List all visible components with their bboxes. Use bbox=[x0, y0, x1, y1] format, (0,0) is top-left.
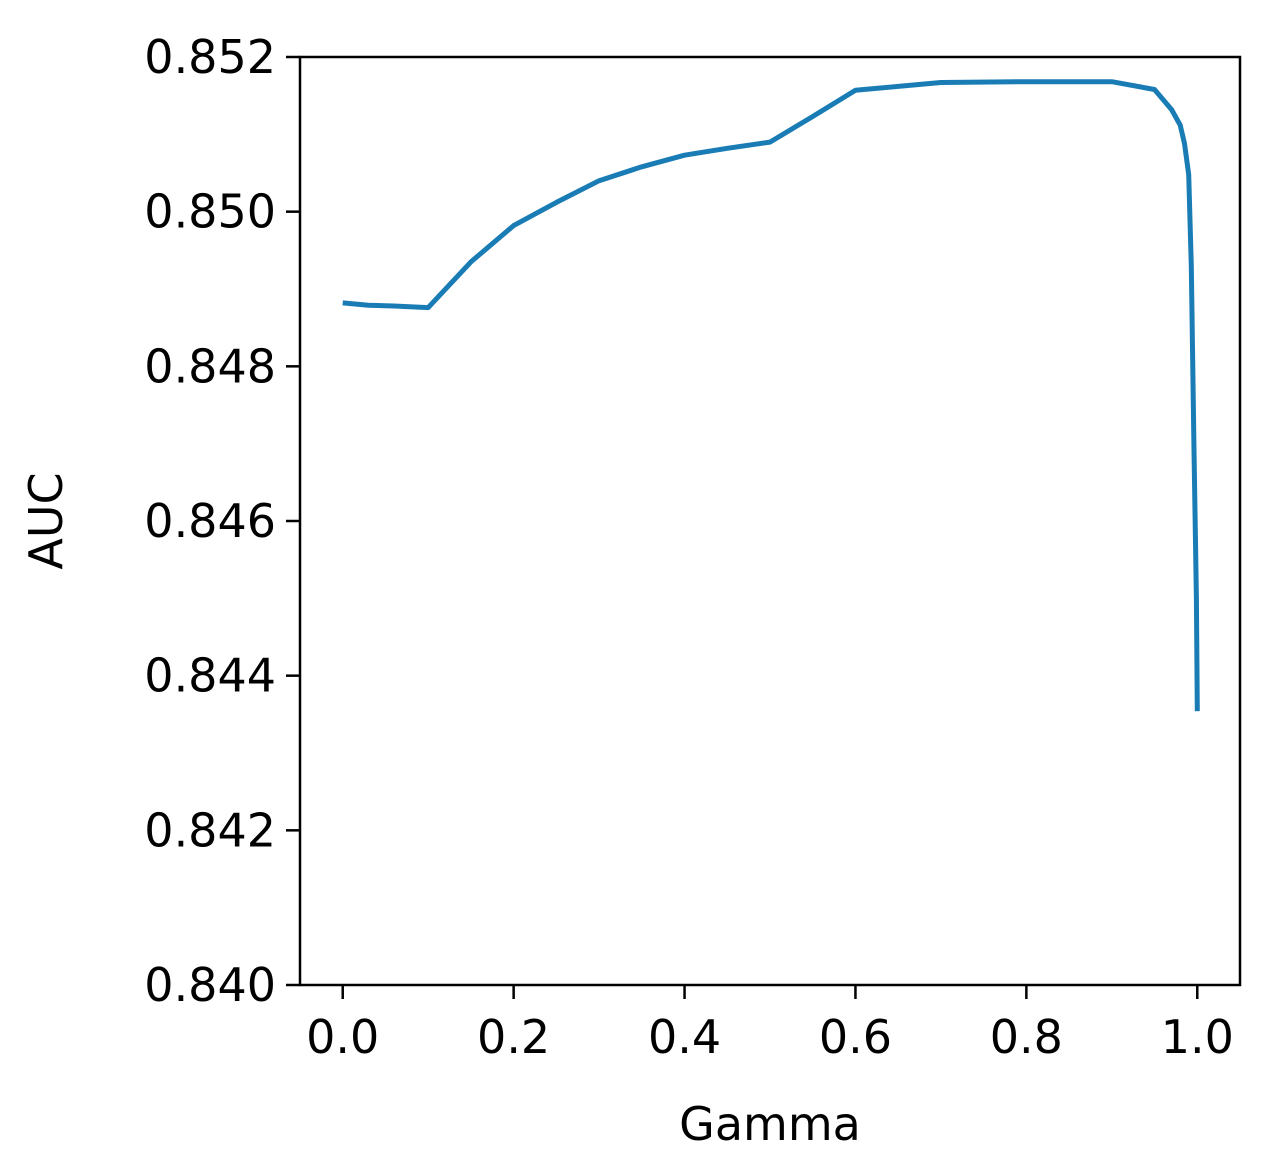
x-tick-label: 1.0 bbox=[1161, 1010, 1234, 1064]
x-tick-label: 0.2 bbox=[477, 1010, 550, 1064]
y-tick-label: 0.850 bbox=[144, 185, 276, 239]
y-tick-label: 0.840 bbox=[144, 958, 276, 1012]
x-tick-label: 0.0 bbox=[306, 1010, 379, 1064]
x-tick-label: 0.4 bbox=[648, 1010, 721, 1064]
axis-ticks: 0.0 0.2 0.4 0.6 0.8 1.0 0.840 0.842 0.844 0.846 0.… bbox=[144, 30, 1234, 1064]
y-tick-label: 0.842 bbox=[144, 803, 276, 857]
x-tick-label: 0.6 bbox=[819, 1010, 892, 1064]
y-tick-label: 0.848 bbox=[144, 339, 276, 393]
y-tick-label: 0.846 bbox=[144, 494, 276, 548]
y-tick-label: 0.852 bbox=[144, 30, 276, 84]
x-tick-label: 0.8 bbox=[990, 1010, 1063, 1064]
plot-frame bbox=[298, 55, 1242, 987]
plot-background bbox=[300, 57, 1240, 985]
series-line bbox=[342, 79, 1200, 712]
series-group bbox=[342, 79, 1200, 712]
x-axis-label: Gamma bbox=[679, 1097, 861, 1151]
y-axis-label: AUC bbox=[19, 472, 73, 569]
y-tick-label: 0.844 bbox=[144, 649, 276, 703]
